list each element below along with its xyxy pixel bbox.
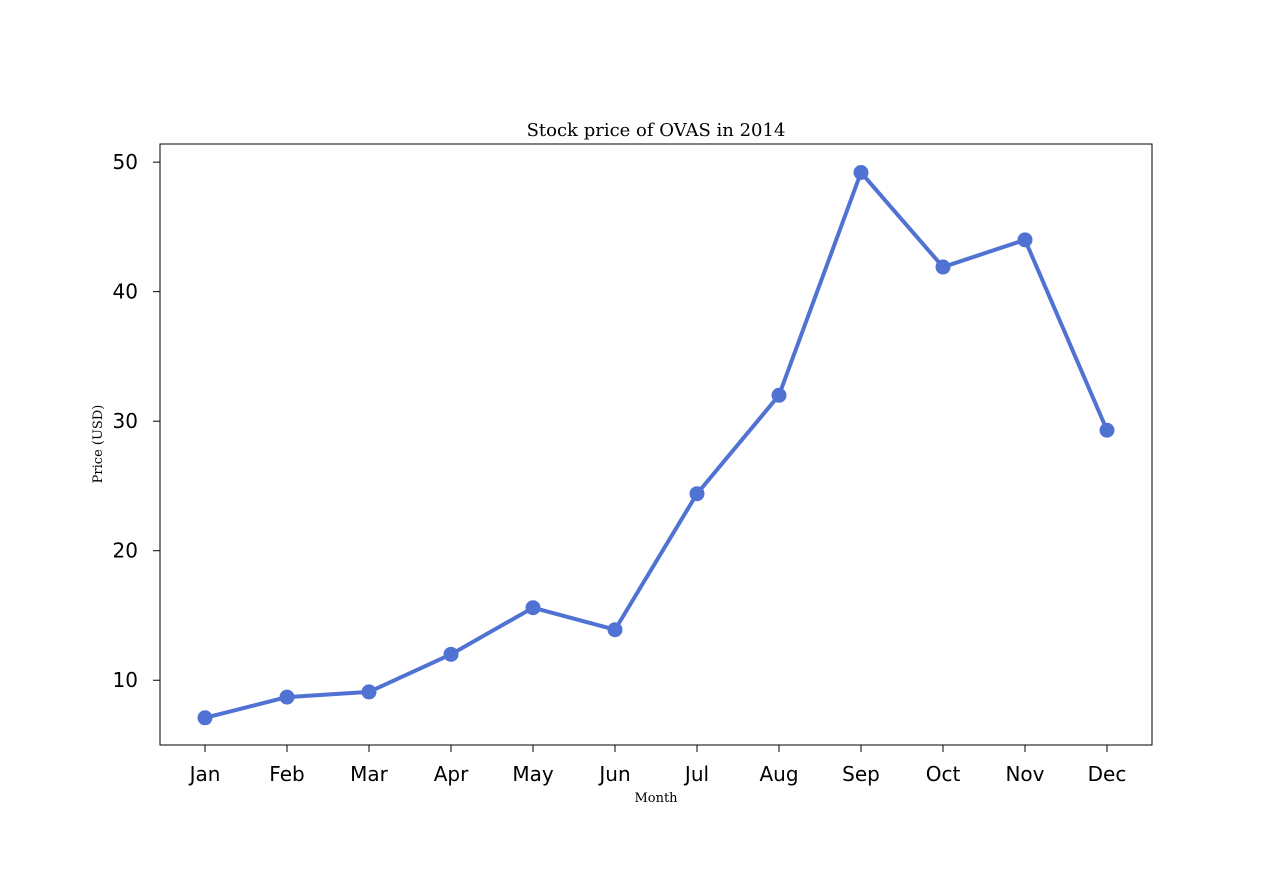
x-tick-label: Jan — [188, 762, 221, 786]
data-point — [525, 600, 541, 616]
y-tick-label: 50 — [113, 150, 138, 174]
data-point — [935, 259, 951, 275]
data-point — [853, 164, 869, 180]
x-tick-label: Mar — [350, 762, 389, 786]
x-tick-label: Jul — [683, 762, 709, 786]
y-tick-label: 30 — [113, 409, 138, 433]
data-point — [197, 710, 213, 726]
data-point — [1099, 422, 1115, 438]
x-tick-label: Sep — [842, 762, 880, 786]
data-point — [689, 486, 705, 502]
data-point — [443, 646, 459, 662]
x-tick-label: Nov — [1005, 762, 1044, 786]
data-point — [279, 689, 295, 705]
x-tick-label: Dec — [1088, 762, 1127, 786]
y-tick-label: 40 — [113, 280, 138, 304]
x-axis: Jan Feb Mar Apr May Jun Jul Aug Sep Oct Nov Dec — [188, 745, 1127, 786]
data-point — [361, 684, 377, 700]
series-layer — [197, 164, 1115, 726]
chart-title: Stock price of OVAS in 2014 — [527, 120, 786, 141]
x-tick-label: Aug — [759, 762, 798, 786]
data-point — [771, 387, 787, 403]
plot-area-frame — [159, 143, 1153, 746]
data-point — [1017, 232, 1033, 248]
y-axis-label: Price (USD) — [91, 405, 106, 484]
x-tick-label: Apr — [434, 762, 469, 786]
y-tick-label: 20 — [113, 539, 138, 563]
data-point — [607, 622, 623, 638]
y-axis: 10 20 30 40 50 — [113, 150, 160, 692]
x-tick-label: May — [512, 762, 554, 786]
y-tick-label: 10 — [113, 668, 138, 692]
x-axis-label: Month — [634, 791, 678, 806]
series-line — [203, 170, 1109, 720]
x-tick-label: Oct — [926, 762, 961, 786]
x-tick-label: Feb — [269, 762, 304, 786]
x-tick-label: Jun — [597, 762, 630, 786]
